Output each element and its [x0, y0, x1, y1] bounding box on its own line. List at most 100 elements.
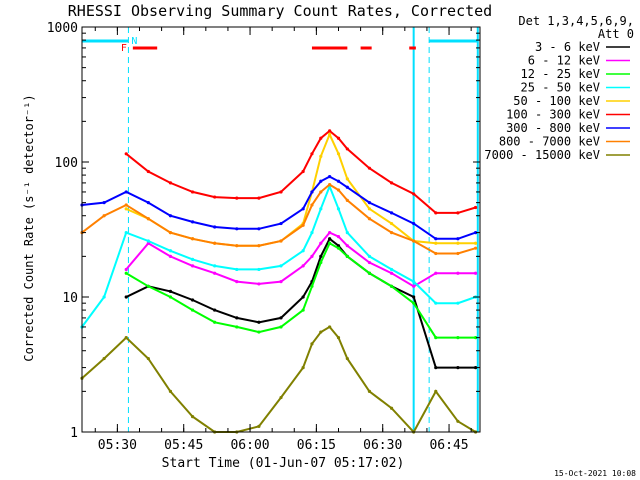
y-axis-label: Corrected Count Rate (s⁻¹ detector⁻¹)	[22, 94, 36, 361]
data-point	[367, 389, 372, 393]
data-point	[456, 251, 460, 256]
data-point	[190, 190, 195, 194]
series-line-0	[125, 237, 476, 369]
data-point	[301, 308, 305, 312]
data-point	[235, 244, 239, 248]
data-point	[412, 295, 416, 299]
data-point	[456, 237, 460, 241]
data-point	[310, 203, 314, 207]
data-point	[310, 152, 314, 156]
data-point	[168, 289, 173, 294]
data-point	[213, 264, 217, 268]
data-point	[257, 282, 261, 286]
data-point	[168, 254, 173, 258]
data-point	[235, 196, 239, 200]
data-point	[279, 264, 283, 268]
data-point	[473, 241, 478, 245]
data-point	[310, 190, 314, 194]
data-point	[389, 230, 394, 235]
data-point	[328, 237, 332, 241]
data-point	[168, 389, 173, 393]
data-point	[389, 221, 394, 226]
data-point	[412, 284, 416, 288]
y-tick-label: 1000	[47, 21, 78, 36]
data-point	[235, 316, 239, 320]
data-point	[328, 174, 332, 179]
data-point	[345, 177, 349, 181]
x-axis-label: Start Time (01-Jun-07 05:17:02)	[162, 456, 405, 471]
data-point	[434, 365, 438, 370]
data-point	[146, 201, 150, 205]
legend-label: 25 - 50 keV	[521, 81, 600, 95]
data-point	[146, 217, 150, 221]
data-point	[328, 129, 332, 133]
data-point	[412, 192, 416, 196]
data-point	[434, 389, 438, 393]
data-point	[367, 207, 372, 211]
data-point	[367, 260, 372, 265]
data-point	[345, 185, 349, 189]
data-point	[279, 316, 283, 320]
data-point	[336, 179, 341, 183]
data-point	[345, 230, 349, 235]
x-tick-label: 06:15	[297, 438, 336, 453]
data-point	[345, 147, 349, 151]
data-point	[319, 190, 323, 194]
data-point	[168, 230, 173, 235]
series-line-2	[125, 241, 476, 339]
data-point	[102, 214, 106, 218]
data-point	[146, 241, 150, 245]
data-point	[434, 237, 438, 241]
data-point	[257, 320, 261, 324]
data-point	[124, 271, 128, 275]
data-point	[146, 239, 150, 243]
data-point	[168, 181, 173, 185]
data-point	[301, 365, 305, 370]
data-point	[168, 214, 173, 218]
data-point	[301, 169, 305, 174]
data-point	[456, 301, 460, 305]
data-point	[389, 211, 394, 215]
data-point	[319, 330, 323, 334]
data-point	[301, 223, 305, 227]
data-point	[412, 221, 416, 226]
data-point	[213, 320, 217, 324]
data-point	[146, 284, 150, 288]
data-point	[257, 267, 261, 272]
data-point	[257, 330, 261, 334]
data-point	[257, 196, 261, 200]
data-point	[319, 207, 323, 211]
data-point	[336, 188, 341, 192]
data-point	[190, 220, 195, 224]
data-point	[213, 308, 217, 312]
series-line-5	[125, 129, 476, 214]
data-point	[319, 154, 323, 159]
legend-label: 6 - 12 keV	[528, 54, 600, 68]
x-tick-label: 05:45	[164, 438, 203, 453]
data-point	[235, 227, 239, 231]
data-point	[328, 230, 332, 235]
data-point	[319, 136, 323, 140]
legend-label: 12 - 25 keV	[521, 67, 600, 81]
data-point	[146, 169, 150, 174]
legend-header-line-1: Det 1,3,4,5,6,9,	[518, 14, 634, 28]
legend-label: 100 - 300 keV	[506, 108, 600, 122]
data-point	[124, 267, 128, 272]
data-point	[310, 284, 314, 288]
series-line-1	[125, 231, 476, 288]
data-point	[473, 271, 478, 275]
night-flag-label: N	[131, 36, 137, 47]
data-point	[102, 201, 106, 205]
data-point	[345, 356, 349, 361]
data-point	[301, 207, 305, 211]
data-point	[319, 260, 323, 265]
data-point	[336, 235, 341, 239]
data-point	[434, 301, 438, 305]
legend-label: 50 - 100 keV	[513, 94, 600, 108]
data-point	[279, 221, 283, 226]
data-point	[336, 336, 341, 340]
data-point	[235, 280, 239, 284]
data-point	[124, 295, 128, 299]
data-point	[473, 230, 478, 235]
